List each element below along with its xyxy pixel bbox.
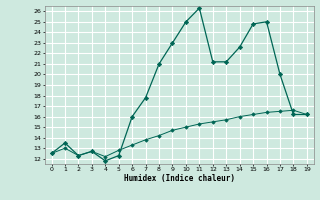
X-axis label: Humidex (Indice chaleur): Humidex (Indice chaleur) [124, 174, 235, 183]
